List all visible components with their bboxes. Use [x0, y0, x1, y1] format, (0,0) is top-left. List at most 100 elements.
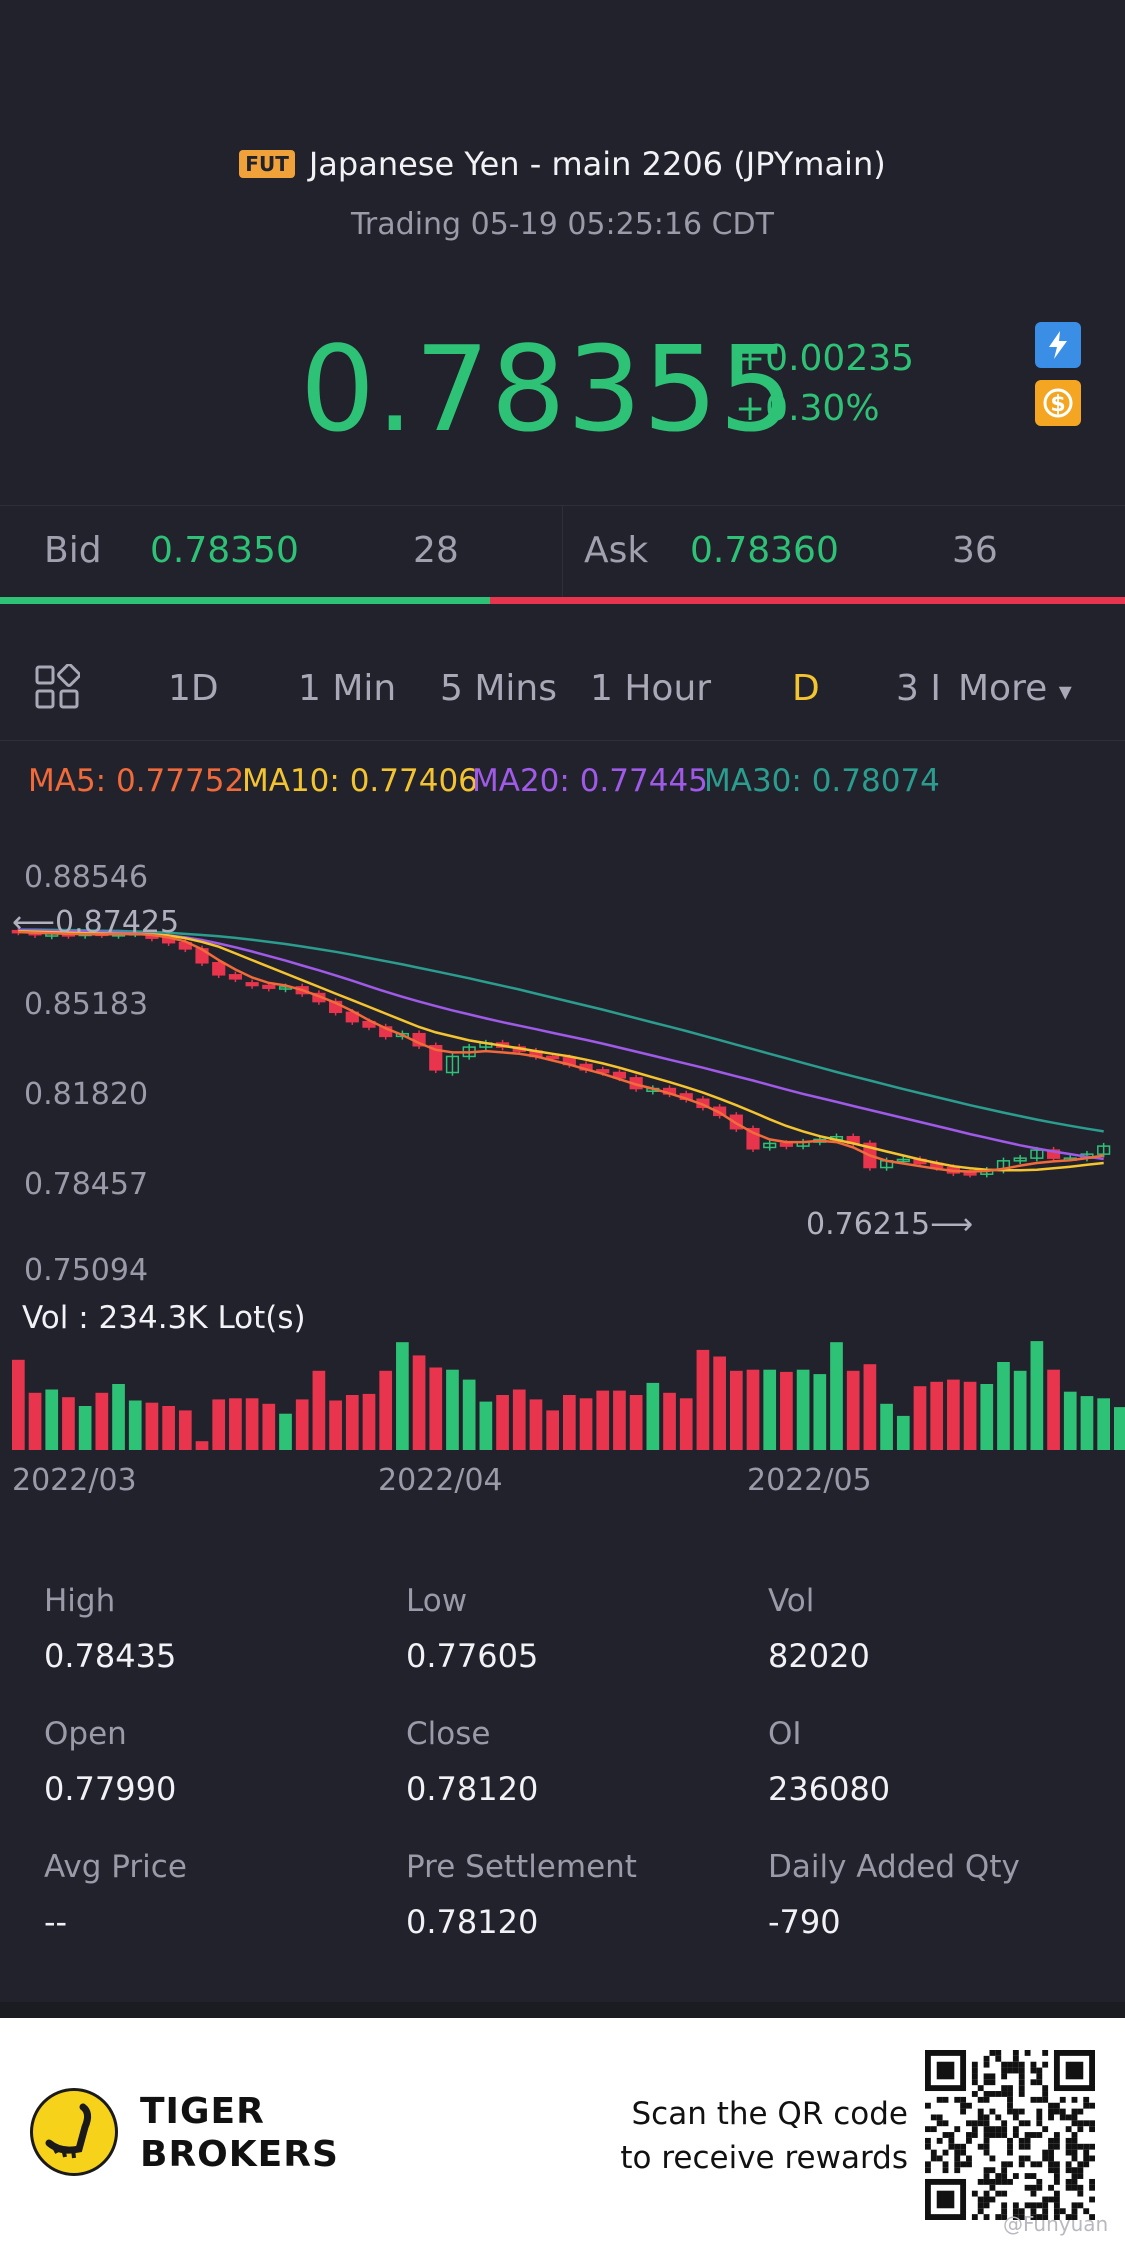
- qr-finder: [936, 2190, 955, 2209]
- qr-module: [995, 2214, 1002, 2220]
- qr-module: [995, 2050, 1002, 2056]
- qr-module: [1042, 2126, 1049, 2133]
- qr-module: [1018, 2137, 1025, 2144]
- tab-1-hour[interactable]: 1 Hour: [590, 668, 712, 709]
- trading-status: Trading 05-19 05:25:16 CDT: [351, 207, 774, 242]
- ma30-readout: MA30: 0.78074: [704, 763, 940, 799]
- qr-module: [936, 2114, 943, 2121]
- qr-module: [1071, 2132, 1078, 2138]
- qr-module: [1071, 2120, 1078, 2127]
- qr-module: [1048, 2102, 1054, 2109]
- qr-module: [1036, 2096, 1043, 2103]
- stat-value-oi: 236080: [768, 1770, 891, 1808]
- qr-module: [983, 2096, 990, 2103]
- qr-module: [977, 2143, 984, 2150]
- qr-module: [1042, 2091, 1049, 2097]
- qr-module: [925, 2137, 931, 2144]
- candlestick-chart[interactable]: [0, 900, 1125, 1260]
- volume-chart[interactable]: [0, 1340, 1125, 1450]
- qr-module: [1036, 2214, 1043, 2220]
- tab-3[interactable]: 3 I: [896, 668, 941, 709]
- grid-layout-icon[interactable]: [34, 663, 81, 714]
- qr-module: [1048, 2167, 1054, 2174]
- qr-module: [1071, 2143, 1078, 2150]
- qr-module: [1024, 2137, 1031, 2144]
- tab-daily[interactable]: D: [792, 668, 820, 709]
- x-tick-label: 2022/03: [12, 1463, 137, 1498]
- qr-module: [1065, 2167, 1072, 2174]
- dollar-icon[interactable]: $: [1035, 380, 1081, 426]
- volume-bar: [462, 1379, 476, 1450]
- qr-module: [1007, 2091, 1013, 2097]
- volume-bar: [763, 1369, 777, 1450]
- qr-code[interactable]: [925, 2050, 1095, 2220]
- qr-module: [983, 2073, 990, 2080]
- qr-module: [1007, 2149, 1013, 2156]
- qr-module: [989, 2079, 996, 2086]
- qr-module: [1089, 2155, 1095, 2162]
- qr-module: [1077, 2184, 1084, 2191]
- volume-bar: [629, 1395, 643, 1450]
- tab-1-min[interactable]: 1 Min: [298, 668, 397, 709]
- qr-module: [1048, 2184, 1054, 2191]
- candle-body: [612, 1071, 627, 1079]
- volume-bar: [796, 1369, 810, 1450]
- qr-module: [1042, 2149, 1049, 2156]
- volume-bar: [145, 1402, 159, 1450]
- volume-bar: [28, 1392, 42, 1450]
- volume-bar: [880, 1403, 893, 1450]
- volume-bar: [646, 1382, 660, 1450]
- qr-module: [989, 2178, 996, 2185]
- volume-bar: [128, 1400, 142, 1450]
- qr-module: [1001, 2061, 1008, 2068]
- qr-module: [983, 2143, 990, 2150]
- volume-bar: [162, 1406, 175, 1450]
- volume-bar: [1013, 1370, 1027, 1450]
- qr-module: [983, 2137, 990, 2144]
- qr-module: [954, 2149, 961, 2156]
- volume-bar: [546, 1410, 559, 1450]
- qr-module: [960, 2149, 967, 2156]
- ma10-line: [18, 929, 1104, 1172]
- candle-body: [763, 1142, 777, 1149]
- qr-module: [1030, 2202, 1037, 2209]
- qr-module: [983, 2091, 990, 2097]
- qr-module: [1065, 2184, 1072, 2191]
- lightning-icon[interactable]: [1035, 322, 1081, 368]
- tab-5-mins[interactable]: 5 Mins: [440, 668, 557, 709]
- volume-bar: [62, 1397, 75, 1450]
- tiger-logo-icon: [30, 2088, 118, 2176]
- qr-module: [971, 2091, 978, 2097]
- qr-module: [989, 2196, 996, 2203]
- qr-module: [1089, 2178, 1095, 2185]
- tab-more[interactable]: More ▾: [958, 668, 1072, 709]
- qr-module: [1071, 2114, 1078, 2121]
- instrument-title: FUT Japanese Yen - main 2206 (JPYmain): [0, 145, 1125, 183]
- y-tick-label: 0.81820: [24, 1077, 149, 1112]
- qr-module: [1077, 2161, 1084, 2168]
- qr-module: [1071, 2184, 1078, 2191]
- qr-module: [1007, 2143, 1013, 2150]
- volume-bar: [112, 1384, 125, 1450]
- qr-module: [1083, 2155, 1090, 2162]
- qr-module: [1065, 2178, 1072, 2185]
- qr-module: [1030, 2132, 1037, 2138]
- qr-module: [983, 2120, 990, 2127]
- candle-body: [245, 982, 259, 987]
- qr-module: [930, 2114, 937, 2121]
- qr-module: [1012, 2132, 1019, 2138]
- section-divider: [0, 2002, 1125, 2018]
- qr-module: [1030, 2061, 1037, 2068]
- candle-body: [546, 1055, 560, 1060]
- qr-module: [1089, 2126, 1095, 2133]
- qr-module: [948, 2143, 955, 2150]
- tab-1d[interactable]: 1D: [168, 668, 219, 709]
- qr-module: [1059, 2096, 1066, 2103]
- qr-module: [989, 2155, 996, 2162]
- qr-module: [948, 2137, 955, 2144]
- qr-module: [1018, 2067, 1025, 2074]
- futures-badge: FUT: [239, 150, 295, 178]
- qr-module: [977, 2196, 984, 2203]
- qr-module: [1053, 2178, 1060, 2185]
- candle-body: [1046, 1149, 1061, 1159]
